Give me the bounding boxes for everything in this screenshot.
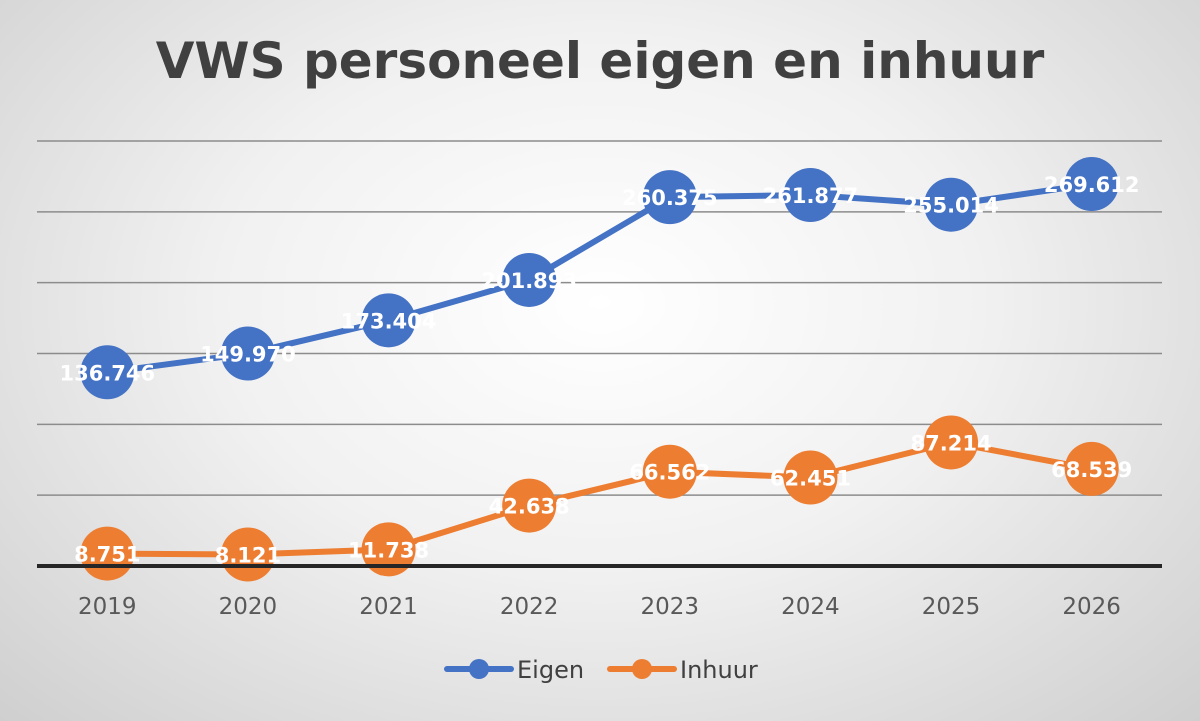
data-point-eigen xyxy=(783,168,838,223)
data-point-inhuur xyxy=(361,522,416,577)
x-tick-label: 2019 xyxy=(78,594,137,620)
x-tick-label: 2021 xyxy=(359,594,418,620)
data-point-inhuur xyxy=(783,450,838,505)
data-label-eigen: 173.404 xyxy=(341,309,437,333)
data-point-eigen xyxy=(924,177,979,232)
data-labels: 136.746 149.970 173.404 201.893 260.375 261.8… xyxy=(59,173,1139,567)
legend-label: Inhuur xyxy=(680,656,758,684)
data-label-eigen: 149.970 xyxy=(200,343,296,367)
legend-marker xyxy=(632,659,652,679)
data-point-inhuur xyxy=(502,478,557,533)
data-point-inhuur xyxy=(924,415,979,470)
data-point-eigen xyxy=(220,326,275,381)
data-label-inhuur: 11.738 xyxy=(348,538,429,562)
data-label-inhuur: 8.121 xyxy=(215,543,281,567)
data-label-eigen: 201.893 xyxy=(481,269,577,293)
data-point-eigen xyxy=(1064,157,1119,212)
data-label-eigen: 255.014 xyxy=(903,194,999,218)
data-point-eigen xyxy=(502,252,557,307)
data-point-eigen xyxy=(642,170,697,225)
data-label-inhuur: 68.539 xyxy=(1051,458,1132,482)
legend-label: Eigen xyxy=(517,656,584,684)
legend-item-inhuur: Inhuur xyxy=(607,656,758,684)
data-label-inhuur: 87.214 xyxy=(911,431,992,455)
x-axis: 2019 2020 2021 2022 2023 2024 2025 2026 xyxy=(37,564,1162,620)
data-point-inhuur xyxy=(642,444,697,499)
data-label-eigen: 261.877 xyxy=(763,184,859,208)
data-label-inhuur: 62.451 xyxy=(770,467,851,491)
data-label-eigen: 269.612 xyxy=(1044,173,1140,197)
x-tick-label: 2022 xyxy=(500,594,559,620)
data-point-eigen xyxy=(80,345,135,400)
data-point-inhuur xyxy=(1064,441,1119,496)
legend: Eigen Inhuur xyxy=(444,656,758,684)
data-label-inhuur: 8.751 xyxy=(74,543,140,567)
x-tick-label: 2020 xyxy=(219,594,278,620)
series-markers xyxy=(80,157,1119,582)
data-point-eigen xyxy=(361,293,416,348)
legend-item-eigen: Eigen xyxy=(444,656,584,684)
data-label-inhuur: 66.562 xyxy=(629,461,710,485)
x-tick-label: 2024 xyxy=(781,594,840,620)
chart-title: VWS personeel eigen en inhuur xyxy=(155,32,1045,90)
x-tick-label: 2023 xyxy=(641,594,700,620)
legend-marker xyxy=(469,659,489,679)
x-tick-label: 2026 xyxy=(1062,594,1121,620)
data-label-eigen: 260.375 xyxy=(622,186,718,210)
x-tick-label: 2025 xyxy=(922,594,981,620)
data-label-eigen: 136.746 xyxy=(59,361,155,385)
data-label-inhuur: 42.638 xyxy=(489,495,570,519)
